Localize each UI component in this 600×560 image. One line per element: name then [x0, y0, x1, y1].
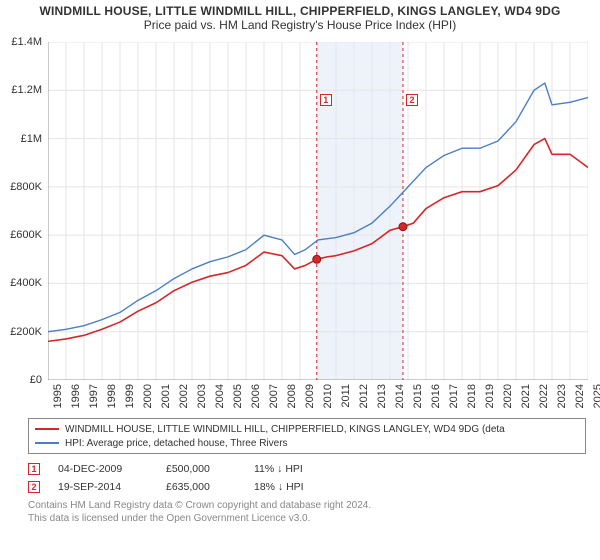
chart-area: £0£200K£400K£600K£800K£1M£1.2M£1.4M19951… — [48, 42, 588, 380]
event-marker-box: 1 — [28, 463, 40, 475]
x-tick-label: 2000 — [142, 384, 154, 408]
event-row: 1 04-DEC-2009 £500,000 11% ↓ HPI — [28, 460, 586, 478]
chart-subtitle: Price paid vs. HM Land Registry's House … — [0, 18, 600, 36]
x-tick-label: 2006 — [250, 384, 262, 408]
x-tick-label: 2009 — [304, 384, 316, 408]
y-tick-label: £400K — [10, 277, 42, 289]
x-tick-label: 1998 — [106, 384, 118, 408]
x-tick-label: 2019 — [484, 384, 496, 408]
event-price: £500,000 — [166, 463, 236, 475]
event-date: 04-DEC-2009 — [58, 463, 148, 475]
x-tick-label: 2020 — [502, 384, 514, 408]
footer-attribution: Contains HM Land Registry data © Crown c… — [28, 500, 586, 525]
x-tick-label: 2021 — [520, 384, 532, 408]
y-tick-label: £1.4M — [11, 36, 42, 48]
x-tick-label: 2011 — [340, 384, 352, 408]
event-delta: 11% ↓ HPI — [254, 463, 354, 475]
x-tick-label: 2025 — [592, 384, 600, 408]
x-tick-label: 2013 — [376, 384, 388, 408]
legend: WINDMILL HOUSE, LITTLE WINDMILL HILL, CH… — [28, 418, 586, 454]
x-tick-label: 2017 — [448, 384, 460, 408]
y-tick-label: £1.2M — [11, 84, 42, 96]
x-tick-label: 2018 — [466, 384, 478, 408]
legend-label: HPI: Average price, detached house, Thre… — [65, 438, 288, 449]
x-tick-label: 1997 — [88, 384, 100, 408]
event-date: 19-SEP-2014 — [58, 481, 148, 493]
event-marker-label: 2 — [406, 94, 418, 106]
x-tick-label: 2004 — [214, 384, 226, 408]
y-tick-label: £200K — [10, 326, 42, 338]
x-tick-label: 2007 — [268, 384, 280, 408]
chart-title: WINDMILL HOUSE, LITTLE WINDMILL HILL, CH… — [0, 0, 600, 18]
x-tick-label: 1999 — [124, 384, 136, 408]
x-tick-label: 2014 — [394, 384, 406, 408]
figure: WINDMILL HOUSE, LITTLE WINDMILL HILL, CH… — [0, 0, 600, 560]
event-delta: 18% ↓ HPI — [254, 481, 354, 493]
footer-line: This data is licensed under the Open Gov… — [28, 513, 586, 526]
events-table: 1 04-DEC-2009 £500,000 11% ↓ HPI 2 19-SEP-201… — [28, 460, 586, 496]
x-tick-label: 2023 — [556, 384, 568, 408]
below-chart: WINDMILL HOUSE, LITTLE WINDMILL HILL, CH… — [28, 418, 586, 525]
x-tick-label: 1996 — [70, 384, 82, 408]
x-tick-label: 2003 — [196, 384, 208, 408]
y-tick-label: £600K — [10, 229, 42, 241]
event-marker-label: 1 — [320, 94, 332, 106]
legend-swatch — [35, 428, 59, 430]
y-tick-label: £800K — [10, 181, 42, 193]
x-tick-label: 2012 — [358, 384, 370, 408]
x-tick-label: 2001 — [160, 384, 172, 408]
x-tick-label: 2016 — [430, 384, 442, 408]
event-row: 2 19-SEP-2014 £635,000 18% ↓ HPI — [28, 478, 586, 496]
y-tick-label: £0 — [30, 374, 42, 386]
event-price: £635,000 — [166, 481, 236, 493]
legend-row: HPI: Average price, detached house, Thre… — [35, 436, 579, 450]
x-tick-label: 2022 — [538, 384, 550, 408]
x-tick-label: 1995 — [52, 384, 64, 408]
y-tick-label: £1M — [21, 133, 42, 145]
x-tick-label: 2008 — [286, 384, 298, 408]
x-tick-label: 2002 — [178, 384, 190, 408]
legend-label: WINDMILL HOUSE, LITTLE WINDMILL HILL, CH… — [65, 424, 505, 435]
x-tick-label: 2024 — [574, 384, 586, 408]
event-marker-box: 2 — [28, 481, 40, 493]
line-chart — [48, 42, 588, 380]
x-tick-label: 2010 — [322, 384, 334, 408]
legend-row: WINDMILL HOUSE, LITTLE WINDMILL HILL, CH… — [35, 422, 579, 436]
x-tick-label: 2015 — [412, 384, 424, 408]
x-tick-label: 2005 — [232, 384, 244, 408]
legend-swatch — [35, 442, 59, 444]
footer-line: Contains HM Land Registry data © Crown c… — [28, 500, 586, 513]
